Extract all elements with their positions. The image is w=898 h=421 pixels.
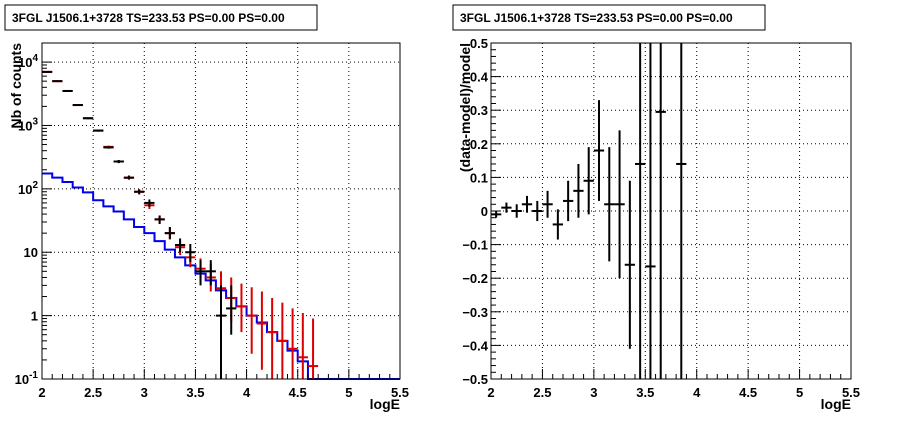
left-x-axis-title: logE: [370, 396, 400, 412]
right-y-tick-label: 0.2: [470, 137, 488, 152]
right-x-tick-label: 5: [796, 385, 803, 400]
left-title-frame: [4, 4, 318, 31]
left-y-tick-label: 1: [31, 309, 38, 324]
right-axis-ticks: [490, 42, 852, 380]
left-x-tick-label: 3: [141, 385, 148, 400]
right-y-tick-label: 0.3: [470, 103, 488, 118]
right-chart-title: 3FGL J1506.1+3728 TS=233.53 PS=0.00 PS=0…: [460, 11, 733, 25]
left-y-tick-label: 103: [18, 116, 38, 133]
left-grid: [42, 43, 400, 379]
right-title-box: 3FGL J1506.1+3728 TS=233.53 PS=0.00 PS=0…: [452, 4, 766, 31]
left-panel: 3FGL J1506.1+3728 TS=233.53 PS=0.00 PS=0…: [4, 4, 409, 412]
left-x-tick-label: 2.5: [84, 385, 102, 400]
right-x-tick-label: 2.5: [533, 385, 551, 400]
right-x-tick-label: 4.5: [739, 385, 757, 400]
left-title-box: 3FGL J1506.1+3728 TS=233.53 PS=0.00 PS=0…: [4, 4, 318, 31]
right-y-axis-title: (data-model)/model: [457, 43, 473, 172]
right-panel: 3FGL J1506.1+3728 TS=233.53 PS=0.00 PS=0…: [452, 4, 860, 412]
left-y-tick-labels: 10-1 1 10 102 103 104: [15, 53, 39, 387]
right-y-tick-label: −0.3: [462, 305, 488, 320]
right-y-tick-labels: −0.5 −0.4 −0.3 −0.2 −0.1 0 0.1 0.2 0.3 0.4 0.5: [462, 36, 488, 387]
right-grid: [491, 43, 851, 379]
left-y-tick-label: 10-1: [15, 370, 39, 387]
left-x-tick-label: 4.5: [289, 385, 307, 400]
right-x-tick-label: 3.5: [636, 385, 654, 400]
right-x-tick-labels: 2 2.5 3 3.5 4 4.5 5 5.5: [487, 385, 860, 400]
right-x-axis-title: logE: [821, 396, 851, 412]
right-y-tick-label: 0.5: [470, 36, 488, 51]
right-y-tick-label: −0.4: [462, 338, 488, 353]
left-x-tick-label: 3.5: [186, 385, 204, 400]
left-plot-frame: [41, 42, 401, 380]
right-x-tick-label: 5.5: [842, 385, 860, 400]
left-y-tick-label: 104: [18, 53, 38, 70]
right-x-tick-label: 4: [693, 385, 701, 400]
left-x-tick-label: 5: [345, 385, 352, 400]
right-y-tick-label: −0.1: [462, 238, 488, 253]
right-title-frame: [452, 4, 766, 31]
left-x-tick-label: 5.5: [391, 385, 409, 400]
left-y-tick-label: 102: [18, 180, 38, 197]
right-y-tick-label: −0.2: [462, 271, 488, 286]
right-y-tick-label: 0.4: [470, 70, 489, 85]
right-x-tick-label: 3: [590, 385, 597, 400]
left-axis-ticks: [41, 61, 401, 380]
left-chart-title: 3FGL J1506.1+3728 TS=233.53 PS=0.00 PS=0…: [12, 11, 285, 25]
left-x-tick-labels: 2 2.5 3 3.5 4 4.5 5 5.5: [38, 385, 409, 400]
left-data-points: [42, 70, 237, 379]
right-y-tick-label: −0.5: [462, 372, 488, 387]
left-y-axis-title: Nb of counts: [8, 43, 24, 129]
right-x-tick-label: 2: [487, 385, 494, 400]
right-residual-points: [491, 43, 687, 379]
left-y-tick-label: 10: [24, 245, 38, 260]
left-x-tick-label: 4: [243, 385, 251, 400]
right-y-tick-label: 0: [481, 204, 488, 219]
right-y-tick-label: 0.1: [470, 170, 488, 185]
left-x-tick-label: 2: [38, 385, 45, 400]
